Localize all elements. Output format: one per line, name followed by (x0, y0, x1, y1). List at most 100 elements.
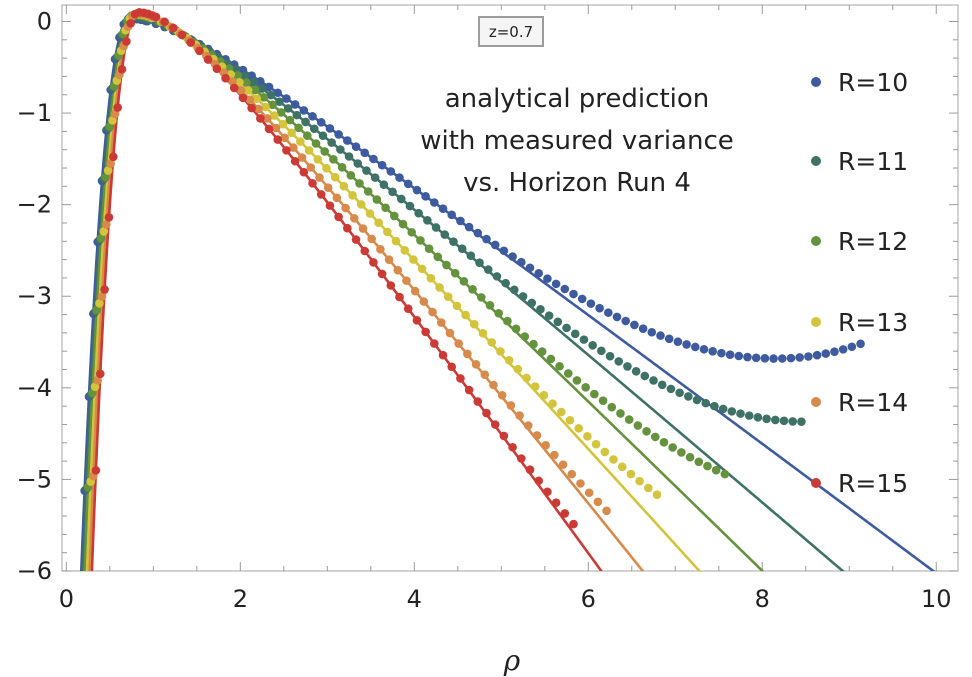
data-point-R=15 (221, 73, 230, 83)
redshift-badge-text: z=0.7 (489, 23, 533, 41)
data-point-R=13 (269, 111, 279, 120)
data-point-R=13 (426, 273, 436, 283)
data-point-R=10 (777, 354, 787, 363)
data-point-R=15 (169, 23, 178, 33)
data-point-R=15 (282, 146, 291, 155)
data-point-R=10 (430, 198, 439, 207)
data-point-R=15 (517, 454, 526, 463)
data-point-R=13 (565, 415, 575, 425)
data-point-R=14 (523, 421, 533, 430)
data-point-R=15 (508, 442, 517, 452)
data-point-R=10 (717, 348, 726, 358)
y-tick-label: −6 (17, 557, 52, 585)
data-point-R=12 (101, 172, 110, 182)
data-point-R=12 (616, 409, 625, 418)
data-point-R=15 (473, 397, 483, 406)
data-point-R=13 (287, 128, 296, 138)
data-point-R=13 (574, 424, 584, 433)
data-point-R=13 (443, 292, 453, 301)
x-tick-label: 4 (407, 585, 422, 613)
data-point-R=11 (431, 223, 441, 232)
data-point-R=14 (550, 450, 559, 460)
data-point-R=15 (87, 575, 96, 584)
data-point-R=10 (760, 354, 770, 363)
data-point-R=15 (438, 350, 448, 360)
data-point-R=10 (743, 352, 752, 362)
data-point-R=13 (322, 163, 331, 173)
data-point-R=11 (588, 341, 597, 350)
data-point-R=10 (682, 340, 691, 349)
data-point-R=14 (289, 143, 298, 152)
data-point-R=10 (612, 312, 622, 322)
plot-frame (61, 4, 959, 572)
data-point-R=15 (122, 37, 131, 46)
y-tick-label: −1 (17, 99, 52, 127)
data-point-R=15 (177, 30, 187, 40)
data-point-R=10 (282, 94, 291, 103)
data-point-R=12 (476, 293, 486, 302)
data-point-R=10 (804, 352, 813, 361)
data-point-R=13 (617, 462, 627, 472)
data-point-R=15 (412, 316, 422, 325)
data-point-R=13 (374, 218, 383, 227)
data-point-R=11 (727, 407, 737, 416)
data-point-R=10 (630, 320, 639, 330)
data-point-R=14 (315, 173, 324, 182)
data-point-R=12 (668, 443, 677, 452)
data-point-R=12 (529, 339, 538, 349)
data-point-R=12 (242, 78, 251, 87)
data-point-R=14 (497, 390, 507, 400)
data-point-R=10 (812, 350, 822, 360)
data-point-R=10 (856, 339, 865, 349)
data-point-R=12 (650, 432, 660, 442)
data-point-R=12 (407, 227, 417, 237)
data-point-R=13 (600, 447, 610, 457)
data-point-R=10 (560, 284, 570, 294)
data-point-R=14 (280, 133, 290, 143)
data-point-R=14 (263, 114, 272, 123)
legend-label-R=10: R=10 (838, 68, 908, 97)
y-tick-label: −5 (17, 465, 52, 493)
data-point-R=11 (309, 124, 319, 134)
data-point-R=11 (657, 380, 667, 390)
data-point-R=10 (786, 353, 796, 363)
data-point-R=12 (459, 276, 469, 286)
data-point-R=10 (821, 349, 831, 358)
data-point-R=14 (471, 360, 481, 369)
data-point-R=12 (703, 461, 712, 471)
data-point-R=10 (656, 331, 665, 340)
data-point-R=12 (494, 308, 503, 318)
data-point-R=15 (290, 156, 300, 166)
data-point-R=10 (325, 124, 335, 133)
data-point-R=10 (499, 246, 509, 256)
annotation-line-2: with measured variance (420, 126, 734, 156)
data-point-R=12 (96, 234, 106, 243)
data-point-R=11 (379, 180, 389, 190)
data-point-R=10 (256, 76, 265, 86)
data-point-R=11 (536, 305, 545, 314)
data-point-R=10 (734, 351, 744, 361)
data-point-R=11 (649, 376, 658, 385)
data-point-R=10 (508, 252, 517, 261)
data-point-R=11 (388, 187, 397, 197)
data-point-R=15 (360, 246, 370, 256)
data-point-R=13 (330, 172, 340, 182)
data-point-R=10 (534, 268, 544, 278)
data-point-R=15 (151, 12, 161, 22)
data-point-R=12 (433, 252, 443, 262)
data-point-R=12 (485, 301, 495, 310)
data-point-R=10 (569, 289, 578, 299)
data-point-R=12 (424, 244, 434, 253)
data-point-R=12 (233, 71, 243, 80)
data-point-R=10 (264, 82, 274, 92)
data-point-R=15 (104, 213, 114, 222)
y-tick-labels: 0 −1 −2 −3 −4 −5 −6 (17, 7, 52, 585)
legend-marker-R=12 (811, 236, 821, 246)
data-point-R=10 (690, 342, 700, 352)
data-point-R=10 (769, 354, 778, 363)
data-point-R=13 (452, 301, 462, 311)
annotation-line-1: analytical prediction (445, 84, 710, 114)
data-point-R=11 (457, 244, 467, 253)
data-point-R=15 (569, 519, 578, 529)
data-point-R=14 (306, 163, 316, 172)
